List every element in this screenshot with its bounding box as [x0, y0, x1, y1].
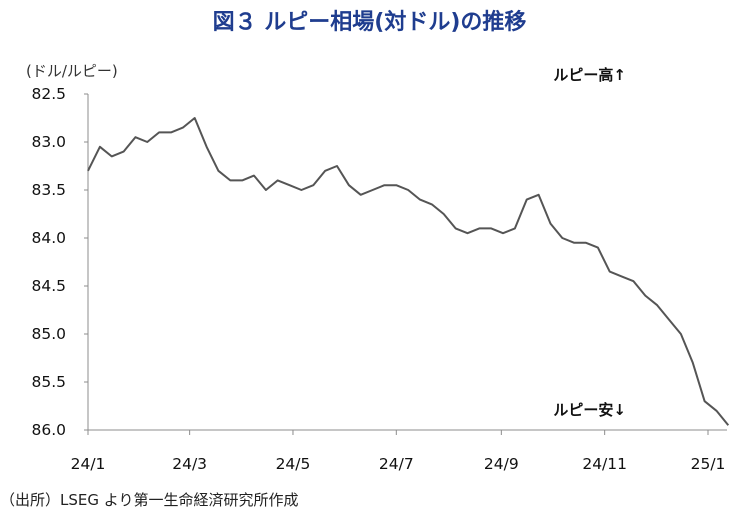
chart-title: 図３ ルピー相場(対ドル)の推移	[212, 10, 527, 35]
y-tick-label: 84.0	[31, 229, 66, 247]
x-tick-label: 24/7	[379, 455, 414, 473]
y-tick-label: 82.5	[31, 85, 66, 103]
x-tick-label: 24/9	[484, 455, 519, 473]
x-tick-labels: 24/1 24/3 24/5 24/7 24/9 24/11 25/1	[71, 455, 726, 473]
series-line	[87, 117, 730, 426]
y-tick-label: 85.5	[31, 373, 66, 391]
x-tick-label: 25/1	[691, 455, 726, 473]
x-tick-label: 24/5	[276, 455, 311, 473]
y-tick-label: 83.5	[31, 181, 66, 199]
y-tick-labels: 82.5 83.0 83.5 84.0 84.5 85.0 85.5 86.0	[31, 85, 66, 439]
chart-axes	[84, 93, 727, 435]
y-tick-label: 83.0	[31, 133, 66, 151]
annotation-rupee-strong: ルピー高↑	[553, 66, 626, 84]
y-tick-label: 86.0	[31, 421, 66, 439]
y-axis-unit-label: (ドル/ルピー)	[26, 62, 118, 80]
source-note: （出所）LSEG より第一生命経済研究所作成	[0, 491, 299, 509]
annotation-rupee-weak: ルピー安↓	[553, 401, 626, 419]
x-tick-label: 24/3	[172, 455, 207, 473]
y-tick-label: 85.0	[31, 325, 66, 343]
x-tick-label: 24/1	[71, 455, 106, 473]
x-tick-label: 24/11	[582, 455, 627, 473]
y-tick-label: 84.5	[31, 277, 66, 295]
series-lines	[87, 117, 730, 426]
